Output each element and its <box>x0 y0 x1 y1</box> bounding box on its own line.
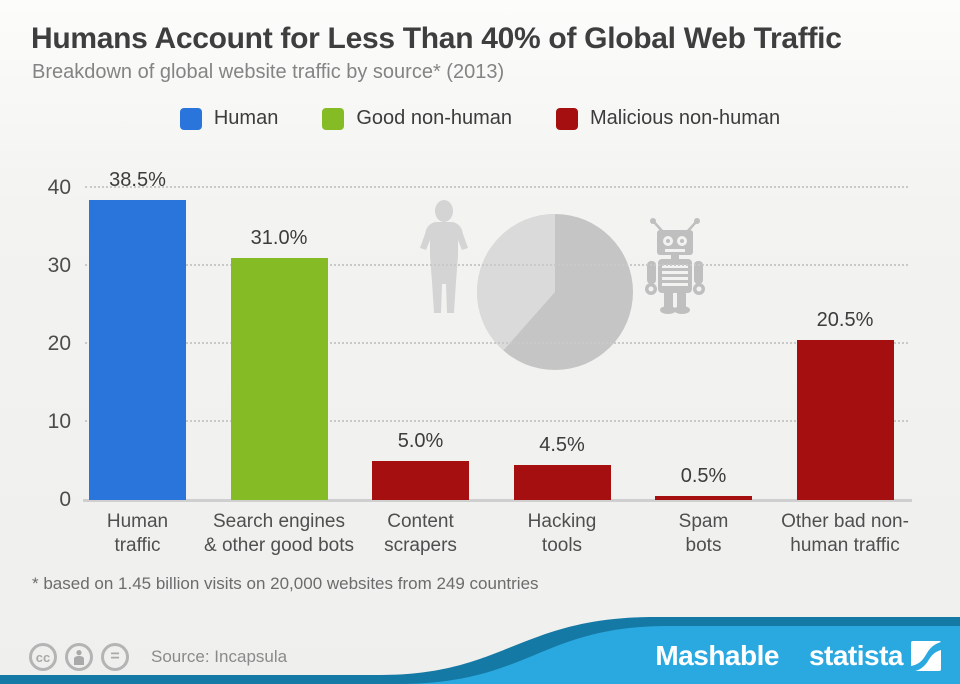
bar <box>513 465 611 500</box>
x-axis-category-line: bots <box>685 535 722 556</box>
x-axis-category-line: Human <box>106 511 169 532</box>
brand-logos: Mashable statista <box>655 640 941 672</box>
legend-swatch <box>179 107 202 130</box>
source-label: Source: Incapsula <box>151 647 288 666</box>
x-axis-category-line: scrapers <box>384 535 457 556</box>
x-axis-category-label: Search engines & other good bots <box>189 510 369 558</box>
footer-wave-light <box>398 626 960 684</box>
mashable-logo[interactable]: Mashable <box>655 640 779 671</box>
bar-value-label: 0.5% <box>680 465 727 487</box>
legend-label: Human <box>213 107 279 129</box>
page-title: Humans Account for Less Than 40% of Glob… <box>31 22 842 55</box>
y-axis-tick-label: 20 <box>47 332 71 355</box>
legend-label: Good non-human <box>356 107 513 129</box>
gridline <box>85 342 908 344</box>
bar <box>230 258 328 500</box>
x-axis-category-label: Hacking tools <box>472 510 652 558</box>
attribution-icon <box>65 643 93 671</box>
y-axis-tick-label: 40 <box>47 176 71 199</box>
bar <box>89 200 186 500</box>
pie-light-slice <box>476 214 555 351</box>
statista-logo[interactable]: statista <box>809 640 941 672</box>
x-axis-category-label: Content scrapers <box>331 510 511 558</box>
bar <box>372 461 469 500</box>
footnote: * based on 1.45 billion visits on 20,000… <box>32 574 539 593</box>
legend-item: Malicious non-human <box>556 107 780 130</box>
x-axis-category-line: tools <box>541 535 583 556</box>
x-axis-category-line: traffic <box>114 535 161 556</box>
bar-value-label: 38.5% <box>109 169 166 191</box>
license-row: cc = Source: Incapsula <box>29 643 287 671</box>
legend-swatch <box>556 107 579 130</box>
x-axis-category-line: Content <box>387 511 454 532</box>
bar-value-label: 31.0% <box>250 227 308 249</box>
x-axis-category-line: Other bad non- <box>781 511 909 532</box>
footer-wave <box>0 617 960 684</box>
x-axis-category-line: Search engines <box>212 511 346 532</box>
x-axis-line <box>83 499 912 502</box>
statista-logo-icon <box>911 641 941 671</box>
legend-item: Human <box>179 107 279 130</box>
x-axis-category-label: Other bad non-human traffic <box>755 510 935 558</box>
no-derivatives-icon: = <box>101 643 129 671</box>
robot-icon <box>645 218 705 314</box>
page-subtitle: Breakdown of global website traffic by s… <box>32 61 505 83</box>
legend-swatch <box>322 107 345 130</box>
gridline <box>85 264 908 266</box>
legend-label: Malicious non-human <box>590 107 781 129</box>
legend-item: Good non-human <box>322 107 512 130</box>
statista-wordmark: statista <box>808 640 904 671</box>
x-axis-category-line: Spam <box>678 511 729 532</box>
x-axis-category-line: human traffic <box>790 535 900 556</box>
bar <box>796 340 894 500</box>
gridline <box>85 186 908 188</box>
decorative-pie-chart <box>476 214 633 370</box>
bar-value-label: 5.0% <box>397 430 444 452</box>
cc-icon: cc <box>29 643 57 671</box>
chart-legend: Human Good non-human Malicious non-human <box>0 107 960 130</box>
y-axis-tick-label: 10 <box>47 410 71 433</box>
human-silhouette-icon <box>420 200 468 313</box>
bar-value-label: 4.5% <box>539 434 585 456</box>
y-axis-tick-label: 0 <box>59 488 71 511</box>
plot-area: 0 10 20 30 40 38.5% Human traffic 31.0% Search en… <box>48 169 912 556</box>
x-axis-category-line: Hacking <box>527 511 597 532</box>
x-axis-category-line: & other good bots <box>204 535 354 556</box>
bar <box>655 496 752 500</box>
x-axis-category-label: Spam bots <box>614 510 794 558</box>
y-axis-tick-label: 30 <box>47 254 71 277</box>
bar-value-label: 20.5% <box>816 309 874 331</box>
x-axis-category-label: Human traffic <box>48 510 228 558</box>
gridline <box>85 420 908 422</box>
